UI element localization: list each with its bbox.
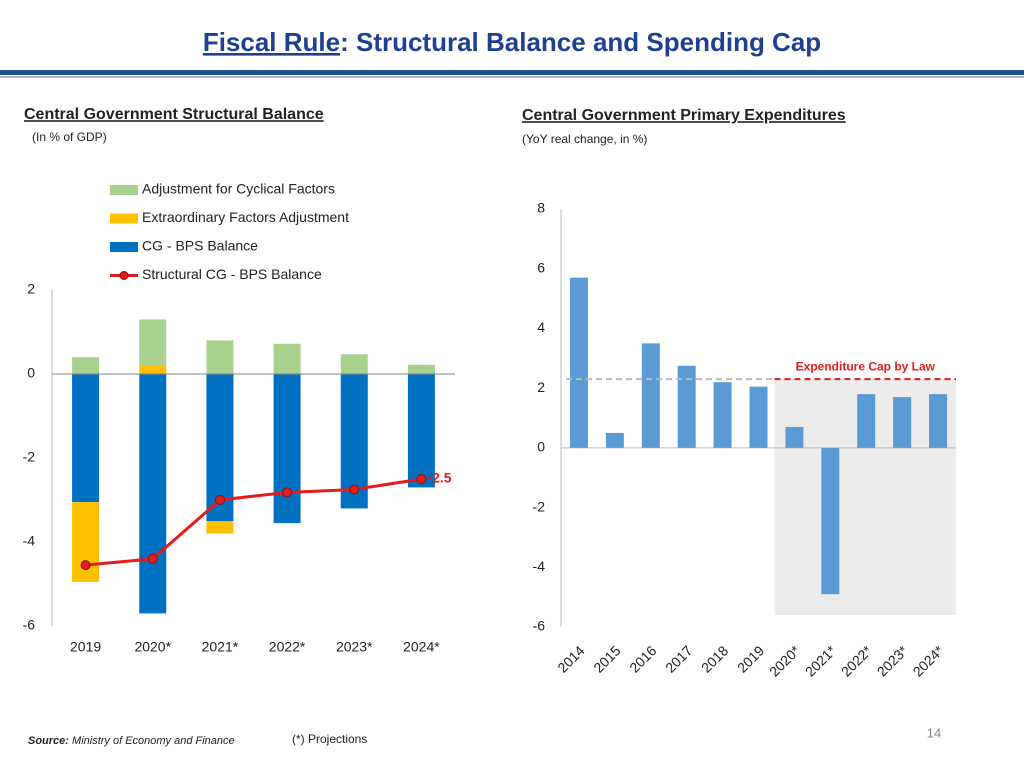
line	[85, 477, 422, 567]
legend-swatch	[110, 242, 138, 252]
y-tick-label: -4	[533, 558, 546, 574]
x-tick-label: 2024*	[910, 642, 948, 680]
x-tick-label: 2020*	[766, 642, 804, 680]
x-tick-label: 2022*	[838, 642, 876, 680]
marker	[214, 495, 225, 505]
y-tick-label: -6	[533, 618, 546, 634]
title-link[interactable]: Fiscal Rule	[203, 27, 340, 57]
y-tick-label: 0	[27, 365, 35, 381]
data-label: -2.5	[427, 470, 451, 486]
bar	[713, 382, 732, 448]
bar	[605, 432, 624, 448]
x-tick-label: 2017	[662, 642, 695, 675]
bar	[929, 394, 948, 448]
chart-title: Central Government Primary Expenditures	[522, 107, 846, 124]
x-tick-label: 2014	[554, 642, 587, 675]
y-tick-label: 8	[537, 200, 545, 216]
x-tick-label: 2023*	[874, 642, 912, 680]
x-tick-label: 2020*	[134, 639, 171, 655]
x-tick-label: 2019	[734, 642, 767, 675]
source: Source: Ministry of Economy and Finance	[28, 735, 235, 747]
bar	[749, 386, 768, 448]
legend-label: Adjustment for Cyclical Factors	[142, 181, 335, 197]
bar	[407, 374, 435, 488]
bar	[677, 365, 696, 448]
y-tick-label: -2	[23, 449, 36, 465]
bar	[206, 521, 234, 534]
page-number: 14	[927, 725, 941, 740]
marker	[147, 553, 158, 564]
bar	[857, 394, 876, 448]
bar	[569, 277, 588, 448]
bar	[139, 374, 167, 614]
legend-swatch	[110, 185, 138, 195]
marker	[80, 560, 91, 571]
bar	[273, 374, 301, 524]
x-tick-label: 2021*	[802, 642, 840, 680]
y-tick-label: -2	[533, 498, 546, 514]
y-tick-label: -6	[23, 617, 36, 633]
bar	[72, 357, 100, 374]
y-tick-label: 0	[537, 439, 545, 455]
bar	[641, 343, 660, 448]
legend-swatch	[110, 213, 138, 224]
y-tick-label: 6	[537, 259, 545, 275]
bar	[821, 447, 840, 595]
y-tick-label: 2	[27, 281, 35, 297]
bar	[273, 343, 301, 374]
title-rest: : Structural Balance and Spending Cap	[340, 27, 821, 57]
x-tick-label: 2016	[626, 642, 659, 675]
legend-marker	[119, 271, 129, 280]
y-tick-label: 4	[537, 319, 545, 335]
bar	[139, 319, 167, 366]
legend-label: Extraordinary Factors Adjustment	[142, 209, 349, 225]
header-rule-light	[0, 76, 1024, 78]
bar	[785, 426, 804, 448]
x-tick-label: 2024*	[403, 639, 440, 655]
bar	[72, 374, 100, 503]
source-text: Ministry of Economy and Finance	[72, 735, 235, 747]
legend-label: CG - BPS Balance	[142, 238, 258, 254]
x-tick-label: 2015	[590, 642, 623, 675]
footnote: (*) Projections	[292, 732, 367, 746]
x-tick-label: 2018	[698, 642, 731, 675]
marker	[416, 474, 427, 484]
bar	[407, 364, 435, 374]
slide-title: Fiscal Rule: Structural Balance and Spen…	[203, 27, 821, 57]
y-tick-label: 2	[537, 379, 545, 395]
x-tick-label: 2022*	[269, 639, 306, 655]
y-tick-label: -4	[23, 533, 36, 549]
legend-label: Structural CG - BPS Balance	[142, 266, 322, 282]
bar	[893, 397, 912, 448]
chart-subtitle: (YoY real change, in %)	[522, 132, 647, 146]
marker	[349, 484, 360, 495]
x-tick-label: 2023*	[336, 639, 373, 655]
source-label: Source:	[28, 735, 69, 747]
chart-subtitle: (In % of GDP)	[32, 130, 107, 144]
header-rule	[0, 70, 1024, 75]
bar	[206, 340, 234, 374]
chart-title: Central Government Structural Balance	[24, 106, 324, 123]
x-tick-label: 2021*	[202, 639, 239, 655]
marker	[282, 487, 293, 498]
reference-label: Expenditure Cap by Law	[796, 359, 936, 373]
x-tick-label: 2019	[70, 639, 101, 655]
bar	[139, 365, 167, 374]
bar	[340, 354, 368, 374]
